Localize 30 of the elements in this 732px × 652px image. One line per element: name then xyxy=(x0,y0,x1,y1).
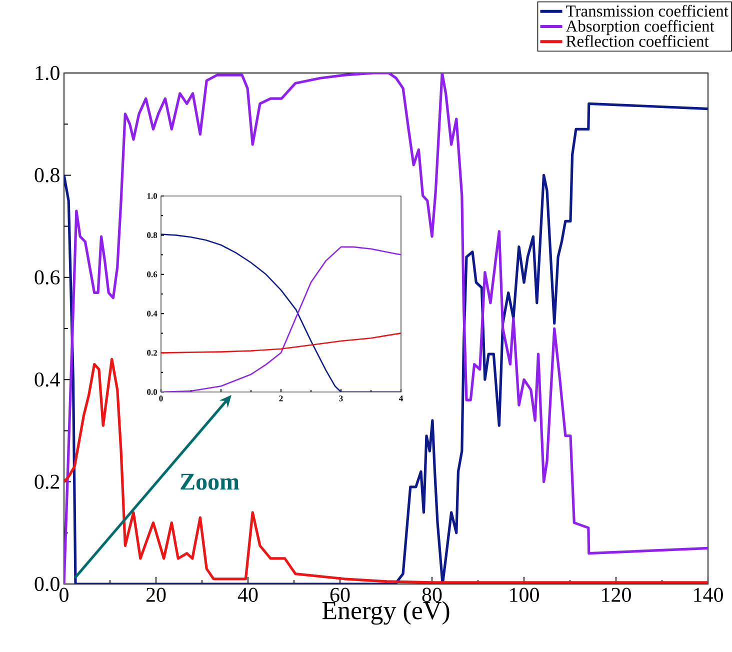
y-tick-label: 0.4 xyxy=(147,310,158,316)
legend-label: Transmission coefficient xyxy=(566,4,728,17)
x-tick-label: 60 xyxy=(330,588,350,602)
y-tick-label: 0.4 xyxy=(34,372,60,387)
legend-label: Reflection coefficient xyxy=(566,35,709,47)
x-tick-label: 0 xyxy=(60,588,68,602)
y-tick-label: 1.0 xyxy=(147,193,158,199)
x-tick-label: 4 xyxy=(398,396,403,402)
y-tick-label: 0.8 xyxy=(34,168,60,182)
x-tick-label: 120 xyxy=(602,588,631,602)
y-tick-label: 0.2 xyxy=(34,474,60,489)
annotation: Zoom xyxy=(180,474,240,490)
y-tick-label: 1.0 xyxy=(36,66,60,80)
x-axis-title: Energy (eV) xyxy=(322,601,450,625)
x-tick-label: 40 xyxy=(238,588,258,602)
y-tick-label: 0.8 xyxy=(147,232,158,238)
y-tick-label: 0.0 xyxy=(34,576,60,592)
x-tick-label: 0 xyxy=(159,396,163,402)
x-tick-label: 20 xyxy=(146,588,166,602)
x-tick-label: 3 xyxy=(339,396,343,402)
x-tick-label: 140 xyxy=(694,588,723,602)
x-tick-label: 80 xyxy=(422,588,442,602)
x-tick-label: 2 xyxy=(279,396,283,402)
y-tick-label: 0.2 xyxy=(147,350,158,356)
line-series xyxy=(161,332,402,354)
y-tick-label: 0.6 xyxy=(34,270,60,285)
y-tick-label: 0.6 xyxy=(147,272,158,278)
legend-label: Absorption coefficient xyxy=(566,20,714,36)
x-tick-label: 100 xyxy=(510,588,539,602)
y-tick-label: 0.0 xyxy=(147,389,158,395)
